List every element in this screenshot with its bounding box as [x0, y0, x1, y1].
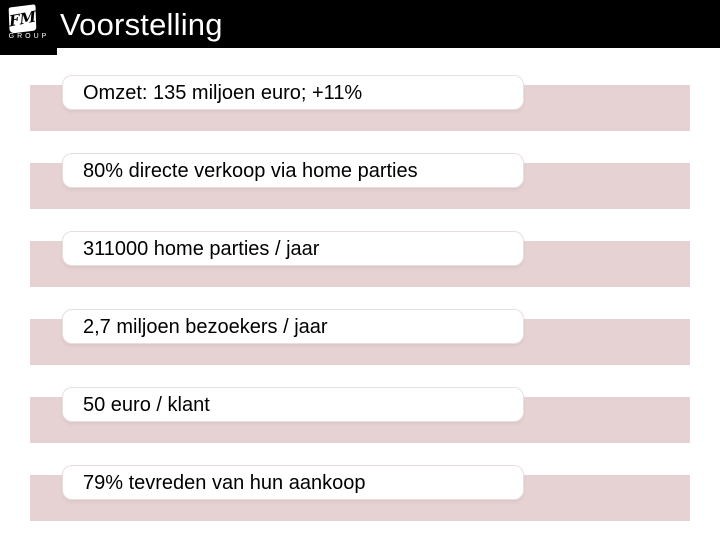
stat-text: 311000 home parties / jaar	[83, 238, 320, 260]
stat-row: 2,7 miljoen bezoekers / jaar	[0, 309, 720, 365]
stat-box: 79% tevreden van hun aankoop	[62, 465, 524, 500]
stat-row: 80% directe verkoop via home parties	[0, 153, 720, 209]
fm-shield-icon: FM	[8, 4, 37, 34]
stat-text: 79% tevreden van hun aankoop	[83, 472, 366, 494]
stat-box: 2,7 miljoen bezoekers / jaar	[62, 309, 524, 344]
stat-text: 2,7 miljoen bezoekers / jaar	[83, 316, 328, 338]
stat-box: 50 euro / klant	[62, 387, 524, 422]
stat-row: 79% tevreden van hun aankoop	[0, 465, 720, 521]
stat-text: 80% directe verkoop via home parties	[83, 160, 418, 182]
stat-text: Omzet: 135 miljoen euro; +11%	[83, 82, 363, 104]
stat-row: 311000 home parties / jaar	[0, 231, 720, 287]
page-title: Voorstelling	[60, 7, 223, 42]
fm-group-logo: FM GROUP	[0, 0, 57, 55]
stat-box: 80% directe verkoop via home parties	[62, 153, 524, 188]
stat-row: 50 euro / klant	[0, 387, 720, 443]
logo-group-label: GROUP	[8, 33, 50, 40]
fm-monogram: FM	[8, 6, 37, 31]
stat-box: Omzet: 135 miljoen euro; +11%	[62, 75, 524, 110]
stat-text: 50 euro / klant	[83, 394, 210, 416]
stat-row: Omzet: 135 miljoen euro; +11%	[0, 75, 720, 131]
stat-box: 311000 home parties / jaar	[62, 231, 524, 266]
header-bar: Voorstelling	[0, 0, 720, 48]
